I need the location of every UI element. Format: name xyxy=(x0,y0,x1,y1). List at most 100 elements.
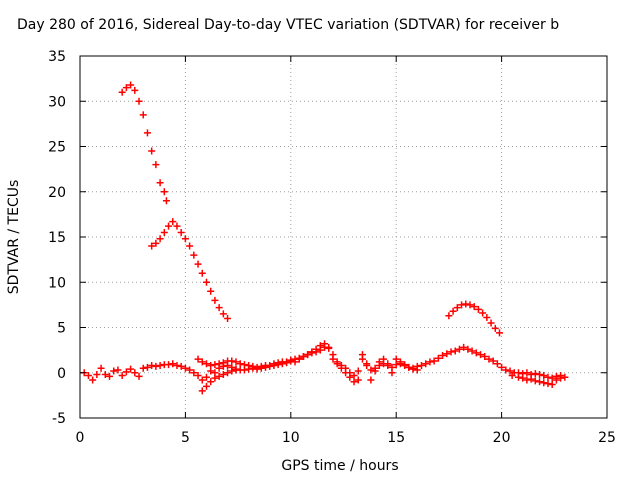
data-point xyxy=(215,372,223,380)
data-point xyxy=(426,358,434,366)
data-point xyxy=(202,373,210,381)
data-point xyxy=(211,361,219,369)
data-series-8 xyxy=(508,371,569,389)
data-point xyxy=(190,251,198,259)
data-point xyxy=(148,242,156,250)
data-point xyxy=(363,360,371,368)
data-point xyxy=(270,360,278,368)
data-point xyxy=(472,349,480,357)
y-tick-label: 30 xyxy=(48,94,66,110)
data-point xyxy=(249,362,257,370)
data-point xyxy=(470,303,478,311)
data-point xyxy=(514,373,522,381)
data-series-1 xyxy=(118,81,170,205)
data-point xyxy=(325,343,333,351)
data-point xyxy=(118,88,126,96)
data-point xyxy=(458,301,466,309)
data-point xyxy=(561,373,569,381)
data-point xyxy=(232,366,240,374)
data-point xyxy=(430,357,438,365)
data-series-3 xyxy=(445,300,503,337)
data-point xyxy=(409,365,417,373)
data-point xyxy=(160,188,168,196)
data-point xyxy=(219,359,227,367)
data-point xyxy=(228,357,236,365)
data-point xyxy=(312,345,320,353)
data-point xyxy=(453,304,461,312)
axis-ticks: 0 5 10 15 20 25 -5 0 5 10 15 20 25 30 35 xyxy=(48,49,616,446)
data-point xyxy=(498,363,506,371)
data-point xyxy=(110,367,118,375)
data-point xyxy=(531,377,539,385)
data-point xyxy=(502,366,510,374)
data-series-4 xyxy=(80,343,565,384)
data-point xyxy=(354,376,362,384)
data-point xyxy=(135,97,143,105)
data-point xyxy=(198,269,206,277)
y-tick-label: 15 xyxy=(48,230,66,246)
data-point xyxy=(358,351,366,359)
data-point xyxy=(274,359,282,367)
data-point xyxy=(207,378,215,386)
data-point xyxy=(232,358,240,366)
data-point xyxy=(434,354,442,362)
data-point xyxy=(194,371,202,379)
data-point xyxy=(156,179,164,187)
grid-lines xyxy=(80,56,607,418)
data-point xyxy=(519,374,527,382)
data-point xyxy=(447,348,455,356)
data-point xyxy=(169,218,177,226)
data-point xyxy=(350,378,358,386)
data-point xyxy=(367,366,375,374)
data-point xyxy=(84,371,92,379)
data-point xyxy=(148,147,156,155)
y-tick-label: 0 xyxy=(57,366,66,382)
data-point xyxy=(257,362,265,370)
data-point xyxy=(127,365,135,373)
data-point xyxy=(194,260,202,268)
data-point xyxy=(417,362,425,370)
data-point xyxy=(483,314,491,322)
data-point xyxy=(169,360,177,368)
data-point xyxy=(445,312,453,320)
data-series-5 xyxy=(194,340,362,386)
data-point xyxy=(413,366,421,374)
data-point xyxy=(253,363,261,371)
data-point xyxy=(224,369,232,377)
data-point xyxy=(460,343,468,351)
data-point xyxy=(202,382,210,390)
y-tick-label: 25 xyxy=(48,140,66,156)
x-tick-label: 10 xyxy=(282,430,300,446)
data-point xyxy=(443,350,451,358)
y-axis-label: SDTVAR / TECUs xyxy=(6,180,22,295)
data-point xyxy=(342,364,350,372)
data-point xyxy=(527,375,535,383)
data-point xyxy=(165,222,173,230)
data-point xyxy=(152,161,160,169)
data-point xyxy=(523,369,531,377)
data-point xyxy=(186,242,194,250)
data-point xyxy=(321,340,329,348)
y-tick-label: 10 xyxy=(48,275,66,291)
data-point xyxy=(211,296,219,304)
plot-frame xyxy=(79,55,608,419)
x-tick-label: 15 xyxy=(387,430,405,446)
data-point xyxy=(135,372,143,380)
data-point xyxy=(143,363,151,371)
data-point xyxy=(93,371,101,379)
data-point xyxy=(371,367,379,375)
data-point xyxy=(455,345,463,353)
data-point xyxy=(211,374,219,382)
x-axis-label: GPS time / hours xyxy=(281,458,398,474)
data-point xyxy=(148,362,156,370)
y-tick-label: 5 xyxy=(57,321,66,337)
data-point xyxy=(350,371,358,379)
data-point xyxy=(181,235,189,243)
data-point xyxy=(388,369,396,377)
data-point xyxy=(143,129,151,137)
data-point xyxy=(506,367,514,375)
data-point xyxy=(485,355,493,363)
data-point xyxy=(224,314,232,322)
data-point xyxy=(245,362,253,370)
